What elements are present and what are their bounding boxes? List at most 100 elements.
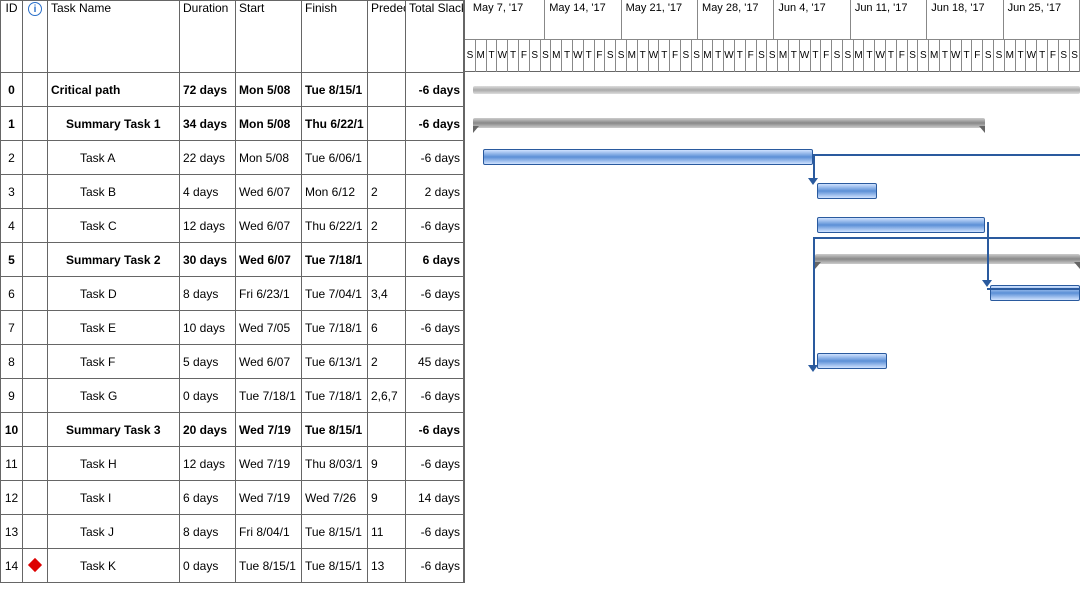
cell-slack[interactable]: 14 days: [406, 481, 464, 515]
cell-finish[interactable]: Tue 6/13/1: [302, 345, 368, 379]
cell-name[interactable]: Task A: [48, 141, 180, 175]
cell-pred[interactable]: 11: [368, 515, 406, 549]
cell-pred[interactable]: [368, 141, 406, 175]
table-row[interactable]: 1Summary Task 134 daysMon 5/08Thu 6/22/1…: [1, 107, 464, 141]
cell-pred[interactable]: [368, 73, 406, 107]
cell-duration[interactable]: 0 days: [180, 549, 236, 583]
cell-pred[interactable]: 2,6,7: [368, 379, 406, 413]
table-row[interactable]: 14Task K0 daysTue 8/15/1Tue 8/15/113-6 d…: [1, 549, 464, 583]
table-row[interactable]: 4Task C12 daysWed 6/07Thu 6/22/12-6 days: [1, 209, 464, 243]
cell-name[interactable]: Summary Task 2: [48, 243, 180, 277]
cell-pred[interactable]: [368, 243, 406, 277]
cell-slack[interactable]: -6 days: [406, 277, 464, 311]
cell-start[interactable]: Wed 7/05: [236, 311, 302, 345]
cell-slack[interactable]: -6 days: [406, 141, 464, 175]
table-row[interactable]: 11Task H12 daysWed 7/19Thu 8/03/19-6 day…: [1, 447, 464, 481]
cell-duration[interactable]: 8 days: [180, 277, 236, 311]
cell-finish[interactable]: Thu 6/22/1: [302, 107, 368, 141]
table-row[interactable]: 0Critical path72 daysMon 5/08Tue 8/15/1-…: [1, 73, 464, 107]
cell-start[interactable]: Wed 6/07: [236, 345, 302, 379]
table-row[interactable]: 9Task G0 daysTue 7/18/1Tue 7/18/12,6,7-6…: [1, 379, 464, 413]
table-row[interactable]: 3Task B4 daysWed 6/07Mon 6/1222 days: [1, 175, 464, 209]
cell-duration[interactable]: 72 days: [180, 73, 236, 107]
cell-slack[interactable]: -6 days: [406, 515, 464, 549]
cell-id[interactable]: 10: [1, 413, 23, 447]
cell-id[interactable]: 13: [1, 515, 23, 549]
cell-finish[interactable]: Tue 7/04/1: [302, 277, 368, 311]
cell-name[interactable]: Task B: [48, 175, 180, 209]
cell-indicator[interactable]: [23, 141, 48, 175]
cell-duration[interactable]: 34 days: [180, 107, 236, 141]
task-bar[interactable]: [483, 149, 813, 165]
cell-indicator[interactable]: [23, 413, 48, 447]
col-header-duration[interactable]: Duration: [180, 1, 236, 73]
cell-duration[interactable]: 30 days: [180, 243, 236, 277]
cell-finish[interactable]: Tue 8/15/1: [302, 73, 368, 107]
table-row[interactable]: 5 Summary Task 230 daysWed 6/07Tue 7/18/1…: [1, 243, 464, 277]
cell-indicator[interactable]: [23, 549, 48, 583]
cell-indicator[interactable]: [23, 481, 48, 515]
col-header-name[interactable]: Task Name: [48, 1, 180, 73]
cell-start[interactable]: Wed 6/07: [236, 209, 302, 243]
cell-name[interactable]: Task C: [48, 209, 180, 243]
cell-id[interactable]: 2: [1, 141, 23, 175]
cell-id[interactable]: 9: [1, 379, 23, 413]
summary-bar[interactable]: [473, 118, 985, 128]
cell-finish[interactable]: Thu 8/03/1: [302, 447, 368, 481]
cell-id[interactable]: 4: [1, 209, 23, 243]
cell-slack[interactable]: 45 days: [406, 345, 464, 379]
table-row[interactable]: 10Summary Task 320 daysWed 7/19Tue 8/15/…: [1, 413, 464, 447]
cell-finish[interactable]: Tue 8/15/1: [302, 549, 368, 583]
cell-slack[interactable]: -6 days: [406, 209, 464, 243]
cell-pred[interactable]: 3,4: [368, 277, 406, 311]
cell-pred[interactable]: 9: [368, 481, 406, 515]
cell-pred[interactable]: 9: [368, 447, 406, 481]
cell-start[interactable]: Tue 7/18/1: [236, 379, 302, 413]
cell-start[interactable]: Fri 8/04/1: [236, 515, 302, 549]
cell-pred[interactable]: 13: [368, 549, 406, 583]
cell-duration[interactable]: 12 days: [180, 447, 236, 481]
cell-id[interactable]: 7: [1, 311, 23, 345]
cell-pred[interactable]: 6: [368, 311, 406, 345]
cell-slack[interactable]: -6 days: [406, 549, 464, 583]
cell-pred[interactable]: [368, 413, 406, 447]
cell-id[interactable]: 0: [1, 73, 23, 107]
table-row[interactable]: 7Task E10 daysWed 7/05Tue 7/18/16-6 days: [1, 311, 464, 345]
cell-name[interactable]: Task H: [48, 447, 180, 481]
cell-name[interactable]: Task F: [48, 345, 180, 379]
cell-id[interactable]: 3: [1, 175, 23, 209]
cell-indicator[interactable]: [23, 175, 48, 209]
cell-finish[interactable]: Wed 7/26: [302, 481, 368, 515]
col-header-slack[interactable]: Total Slack: [406, 1, 464, 73]
task-bar[interactable]: [817, 217, 985, 233]
cell-name[interactable]: Task K: [48, 549, 180, 583]
cell-start[interactable]: Mon 5/08: [236, 141, 302, 175]
cell-name[interactable]: Task D: [48, 277, 180, 311]
cell-start[interactable]: Wed 6/07: [236, 175, 302, 209]
cell-id[interactable]: 11: [1, 447, 23, 481]
summary-bar[interactable]: [473, 86, 1080, 94]
cell-pred[interactable]: 2: [368, 345, 406, 379]
cell-slack[interactable]: -6 days: [406, 413, 464, 447]
cell-start[interactable]: Wed 6/07: [236, 243, 302, 277]
table-row[interactable]: 2Task A22 daysMon 5/08Tue 6/06/1-6 days: [1, 141, 464, 175]
cell-id[interactable]: 5: [1, 243, 23, 277]
cell-name[interactable]: Critical path: [48, 73, 180, 107]
cell-finish[interactable]: Tue 8/15/1: [302, 515, 368, 549]
cell-start[interactable]: Mon 5/08: [236, 73, 302, 107]
cell-pred[interactable]: 2: [368, 175, 406, 209]
cell-indicator[interactable]: [23, 379, 48, 413]
cell-indicator[interactable]: [23, 277, 48, 311]
cell-slack[interactable]: -6 days: [406, 447, 464, 481]
col-header-pred[interactable]: Predec: [368, 1, 406, 73]
cell-finish[interactable]: Tue 6/06/1: [302, 141, 368, 175]
cell-duration[interactable]: 12 days: [180, 209, 236, 243]
cell-id[interactable]: 14: [1, 549, 23, 583]
cell-name[interactable]: Task E: [48, 311, 180, 345]
cell-name[interactable]: Task G: [48, 379, 180, 413]
cell-start[interactable]: Tue 8/15/1: [236, 549, 302, 583]
cell-duration[interactable]: 10 days: [180, 311, 236, 345]
col-header-id[interactable]: ID: [1, 1, 23, 73]
cell-finish[interactable]: Tue 7/18/1: [302, 243, 368, 277]
cell-duration[interactable]: 0 days: [180, 379, 236, 413]
